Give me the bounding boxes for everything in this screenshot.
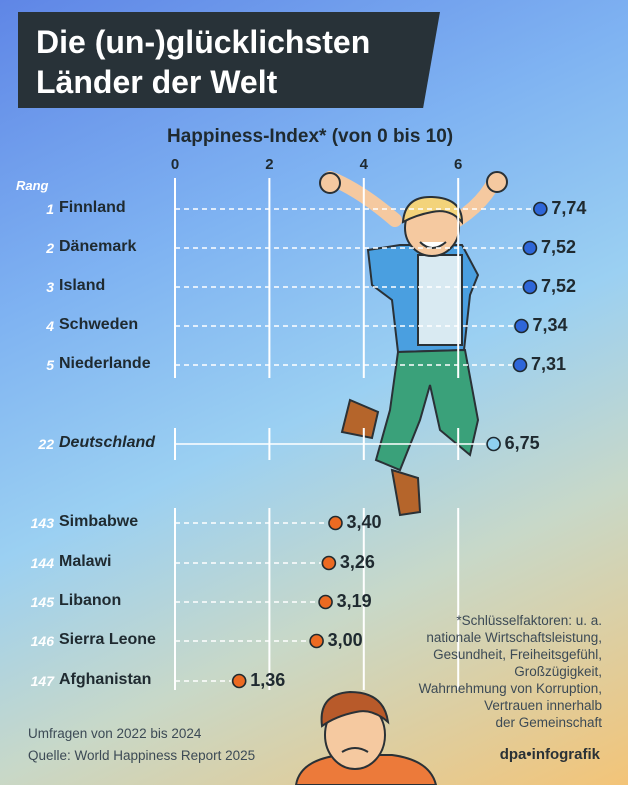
data-point [318, 594, 333, 610]
logo-part-2: infografik [531, 746, 600, 763]
dpa-infografik-logo: dpa•infografik [500, 746, 600, 763]
logo-part-1: dpa [499, 746, 527, 763]
title-box [18, 12, 440, 108]
x-axis-title: Happiness-Index* (von 0 bis 10) [167, 126, 454, 147]
country-label: Simbabwe [59, 513, 139, 530]
chart-row: 5 Niederlande 7,31 [0, 351, 628, 381]
rank-label: 145 [30, 594, 54, 610]
value-label: 7,52 [540, 237, 576, 257]
chart-row: 143 Simbabwe 3,40 [0, 509, 628, 539]
chart-row: 2 Dänemark 7,52 [0, 234, 628, 264]
data-point [321, 555, 337, 571]
survey-period: Umfragen von 2022 bis 2024 [28, 726, 202, 741]
data-point [231, 673, 247, 689]
data-point [512, 357, 528, 373]
value-label: 7,31 [531, 354, 567, 374]
data-point [522, 240, 538, 256]
value-label: 1,36 [250, 670, 286, 690]
footnote-line: *Schlüsselfaktoren: u. a. [456, 613, 602, 628]
footnote-line: Vertrauen innerhalb [484, 698, 602, 713]
rank-label: 4 [46, 318, 54, 334]
value-label: 3,19 [336, 591, 372, 611]
rank-label: 5 [46, 357, 54, 373]
footnote: *Schlüsselfaktoren: u. a. nationale Wirt… [352, 612, 602, 731]
chart-row: 4 Schweden 7,34 [0, 312, 628, 342]
x-tick-label: 6 [454, 156, 463, 173]
data-point [514, 318, 529, 334]
country-label: Sierra Leone [59, 631, 156, 648]
source-line: Quelle: World Happiness Report 2025 [28, 748, 256, 763]
country-label: Afghanistan [59, 671, 152, 688]
country-label: Malawi [59, 553, 112, 570]
value-label: 7,74 [551, 198, 587, 218]
rank-label: 2 [46, 240, 54, 256]
country-label: Island [59, 277, 106, 294]
footnote-line: Gesundheit, Freiheitsgefühl, [433, 647, 602, 662]
rank-label: 22 [38, 436, 54, 452]
value-label: 3,26 [339, 552, 375, 572]
logo-separator: • [526, 746, 532, 763]
country-label: Schweden [59, 316, 139, 333]
chart-row: 144 Malawi 3,26 [0, 549, 628, 579]
sad-person-illustration [294, 690, 438, 785]
title-line-2: Länder der Welt [36, 64, 278, 100]
value-label: 3,00 [327, 630, 363, 650]
rank-label: 144 [30, 555, 54, 571]
chart-row: 147 Afghanistan 1,36 [0, 667, 628, 697]
x-tick-label: 4 [359, 156, 368, 173]
country-label: Finnland [59, 199, 126, 216]
x-tick-label: 2 [265, 156, 274, 173]
chart-row: 146 Sierra Leone 3,00 [0, 627, 628, 657]
value-label: 6,75 [504, 433, 540, 453]
country-label: Libanon [59, 592, 122, 609]
footnote-line: nationale Wirtschaftsleistung, [426, 630, 602, 645]
footnote-line: Großzügigkeit, [514, 664, 602, 679]
title-line-1: Die (un-)glücklichsten [36, 24, 371, 60]
country-label: Deutschland [59, 434, 156, 451]
rank-label: 3 [46, 279, 54, 295]
rank-label: 1 [46, 201, 54, 217]
chart-row: 1 Finnland 7,74 [0, 195, 628, 225]
chart-row: 22 Deutschland 6,75 [0, 430, 628, 460]
data-point [486, 436, 501, 452]
value-label: 3,40 [346, 512, 382, 532]
value-label: 7,52 [540, 276, 576, 296]
rank-label: 147 [30, 673, 54, 689]
data-point [522, 279, 538, 295]
rank-label: 146 [30, 633, 54, 649]
chart-row: 145 Libanon 3,19 [0, 588, 628, 618]
footnote-line: der Gemeinschaft [495, 715, 602, 730]
country-label: Niederlande [59, 355, 151, 372]
data-point [533, 201, 548, 217]
data-point [328, 515, 343, 531]
country-label: Dänemark [59, 238, 137, 255]
rank-header: Rang [16, 178, 49, 193]
chart-row: 3 Island 7,52 [0, 273, 628, 303]
footnote-line: Wahrnehmung von Korruption, [418, 681, 602, 696]
x-tick-label: 0 [170, 156, 180, 173]
value-label: 7,34 [532, 315, 568, 335]
data-point [309, 633, 324, 649]
rank-label: 143 [30, 515, 54, 531]
